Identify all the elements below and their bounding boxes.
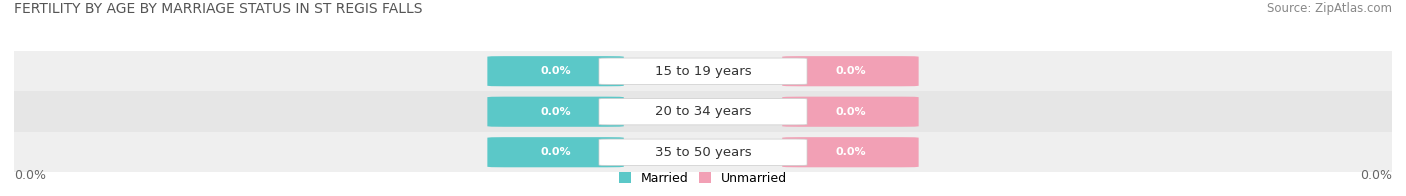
Bar	[14, 51, 1392, 92]
Text: 0.0%: 0.0%	[835, 107, 866, 117]
Text: 0.0%: 0.0%	[1360, 169, 1392, 181]
Text: 0.0%: 0.0%	[835, 147, 866, 157]
Text: 0.0%: 0.0%	[835, 66, 866, 76]
Text: 20 to 34 years: 20 to 34 years	[655, 105, 751, 118]
FancyBboxPatch shape	[782, 97, 918, 127]
FancyBboxPatch shape	[782, 137, 918, 167]
Text: 0.0%: 0.0%	[540, 66, 571, 76]
Text: FERTILITY BY AGE BY MARRIAGE STATUS IN ST REGIS FALLS: FERTILITY BY AGE BY MARRIAGE STATUS IN S…	[14, 2, 423, 16]
Text: 0.0%: 0.0%	[14, 169, 46, 181]
Legend: Married, Unmarried: Married, Unmarried	[613, 167, 793, 190]
Text: 35 to 50 years: 35 to 50 years	[655, 146, 751, 159]
Text: 15 to 19 years: 15 to 19 years	[655, 65, 751, 78]
FancyBboxPatch shape	[599, 58, 807, 84]
Bar	[14, 132, 1392, 172]
FancyBboxPatch shape	[488, 56, 624, 86]
FancyBboxPatch shape	[488, 97, 624, 127]
Text: 0.0%: 0.0%	[540, 147, 571, 157]
FancyBboxPatch shape	[782, 56, 918, 86]
Text: 0.0%: 0.0%	[540, 107, 571, 117]
FancyBboxPatch shape	[488, 137, 624, 167]
Bar	[14, 92, 1392, 132]
Text: Source: ZipAtlas.com: Source: ZipAtlas.com	[1267, 2, 1392, 15]
FancyBboxPatch shape	[599, 139, 807, 165]
FancyBboxPatch shape	[599, 99, 807, 125]
